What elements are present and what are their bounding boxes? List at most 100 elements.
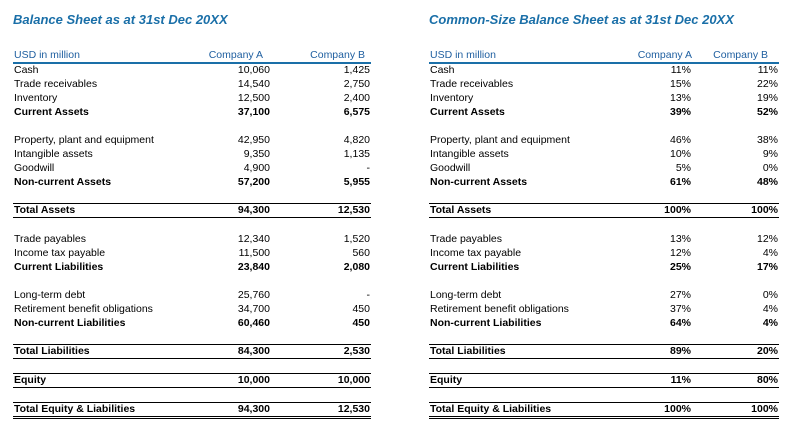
row-label: Current Liabilities xyxy=(14,261,104,273)
company-a-value: 42,950 xyxy=(237,134,270,146)
table-row: Cash 11% 11% xyxy=(429,63,779,77)
row-label: Inventory xyxy=(430,92,474,104)
company-a-value: 60,460 xyxy=(237,317,270,329)
table-row: Current Assets 39% 52% xyxy=(429,105,779,119)
row-label: Current Liabilities xyxy=(430,261,520,273)
row-label: Total Assets xyxy=(14,204,76,216)
company-a-value: 10% xyxy=(669,148,691,160)
table-row: Goodwill 5% 0% xyxy=(429,161,779,175)
company-b-value: 12% xyxy=(756,233,778,245)
table-row: Total Liabilities 89% 20% xyxy=(429,344,779,359)
row-label: Equity xyxy=(14,374,47,386)
balance-sheet-header: USD in million Company A Company B xyxy=(13,49,371,64)
row-label: Non-current Assets xyxy=(430,176,528,188)
company-a-value: 12,500 xyxy=(237,92,270,104)
table-row: Intangible assets 9,350 1,135 xyxy=(13,147,371,161)
company-b-value: 100% xyxy=(751,204,778,216)
header-company-b: Company B xyxy=(310,49,365,61)
header-company-a: Company A xyxy=(637,49,692,61)
table-row: Non-current Liabilities 64% 4% xyxy=(429,316,779,330)
row-label: Inventory xyxy=(14,92,58,104)
balance-sheet-title: Balance Sheet as at 31st Dec 20XX xyxy=(13,12,228,27)
company-b-value: 19% xyxy=(756,92,778,104)
company-a-value: 25,760 xyxy=(237,289,270,301)
company-b-value: 1,425 xyxy=(343,64,370,76)
company-b-value: 20% xyxy=(756,345,778,357)
table-row: Long-term debt 25,760 - xyxy=(13,288,371,302)
company-b-value: 560 xyxy=(352,247,370,259)
company-a-value: 11,500 xyxy=(238,247,270,259)
company-a-value: 46% xyxy=(669,134,691,146)
company-b-value: 4% xyxy=(762,303,778,315)
company-b-value: 17% xyxy=(756,261,778,273)
table-row: Current Liabilities 23,840 2,080 xyxy=(13,260,371,274)
company-b-value: 52% xyxy=(756,106,778,118)
company-b-value: 2,750 xyxy=(343,78,370,90)
company-b-value: 5,955 xyxy=(343,176,370,188)
row-label: Property, plant and equipment xyxy=(14,134,154,146)
row-label: Long-term debt xyxy=(14,289,86,301)
table-row: Income tax payable 12% 4% xyxy=(429,246,779,260)
company-b-value: 4% xyxy=(762,317,778,329)
row-label: Trade payables xyxy=(430,233,502,245)
company-a-value: 25% xyxy=(669,261,691,273)
common-size-title: Common-Size Balance Sheet as at 31st Dec… xyxy=(429,12,734,27)
table-row: Retirement benefit obligations 37% 4% xyxy=(429,302,779,316)
company-a-value: 11% xyxy=(670,374,691,386)
header-units: USD in million xyxy=(14,49,80,61)
company-a-value: 94,300 xyxy=(237,204,270,216)
table-row: Equity 10,000 10,000 xyxy=(13,373,371,388)
company-b-value: 4,820 xyxy=(343,134,370,146)
table-row: Retirement benefit obligations 34,700 450 xyxy=(13,302,371,316)
company-a-value: 12,340 xyxy=(237,233,270,245)
company-b-value: - xyxy=(366,162,371,174)
table-row: Non-current Liabilities 60,460 450 xyxy=(13,316,371,330)
company-b-value: 2,080 xyxy=(343,261,370,273)
company-a-value: 100% xyxy=(664,403,691,415)
company-a-value: 13% xyxy=(669,233,691,245)
table-row: Total Assets 100% 100% xyxy=(429,203,779,218)
company-a-value: 9,350 xyxy=(243,148,270,160)
row-label: Total Liabilities xyxy=(430,345,506,357)
row-label: Goodwill xyxy=(14,162,55,174)
table-row: Income tax payable 11,500 560 xyxy=(13,246,371,260)
table-row: Long-term debt 27% 0% xyxy=(429,288,779,302)
company-a-value: 27% xyxy=(669,289,691,301)
row-label: Income tax payable xyxy=(430,247,522,259)
company-b-value: 10,000 xyxy=(337,374,370,386)
company-b-value: 100% xyxy=(751,403,778,415)
row-label: Intangible assets xyxy=(430,148,509,160)
company-a-value: 10,060 xyxy=(237,64,270,76)
company-b-value: 0% xyxy=(762,289,778,301)
header-company-b: Company B xyxy=(713,49,768,61)
row-label: Intangible assets xyxy=(14,148,93,160)
common-size-header: USD in million Company A Company B xyxy=(429,49,779,64)
row-label: Property, plant and equipment xyxy=(430,134,570,146)
table-row: Non-current Assets 57,200 5,955 xyxy=(13,175,371,189)
row-label: Total Liabilities xyxy=(14,345,90,357)
table-row: Total Equity & Liabilities 100% 100% xyxy=(429,402,779,419)
company-a-value: 64% xyxy=(669,317,691,329)
company-b-value: 12,530 xyxy=(337,403,370,415)
company-a-value: 23,840 xyxy=(237,261,270,273)
company-a-value: 84,300 xyxy=(237,345,270,357)
row-label: Trade receivables xyxy=(430,78,514,90)
company-b-value: 1,135 xyxy=(343,148,370,160)
company-b-value: 6,575 xyxy=(343,106,370,118)
table-row: Total Equity & Liabilities 94,300 12,530 xyxy=(13,402,371,419)
table-row: Cash 10,060 1,425 xyxy=(13,63,371,77)
company-b-value: 80% xyxy=(756,374,778,386)
company-a-value: 37,100 xyxy=(237,106,270,118)
table-row: Inventory 13% 19% xyxy=(429,91,779,105)
row-label: Goodwill xyxy=(430,162,471,174)
table-row: Trade payables 13% 12% xyxy=(429,232,779,246)
table-row: Total Liabilities 84,300 2,530 xyxy=(13,344,371,359)
row-label: Non-current Assets xyxy=(14,176,112,188)
company-a-value: 10,000 xyxy=(237,374,270,386)
table-row: Trade payables 12,340 1,520 xyxy=(13,232,371,246)
row-label: Total Equity & Liabilities xyxy=(14,403,136,415)
company-a-value: 61% xyxy=(669,176,691,188)
company-b-value: 22% xyxy=(756,78,778,90)
row-label: Cash xyxy=(14,64,39,76)
company-b-value: 11% xyxy=(757,64,778,76)
